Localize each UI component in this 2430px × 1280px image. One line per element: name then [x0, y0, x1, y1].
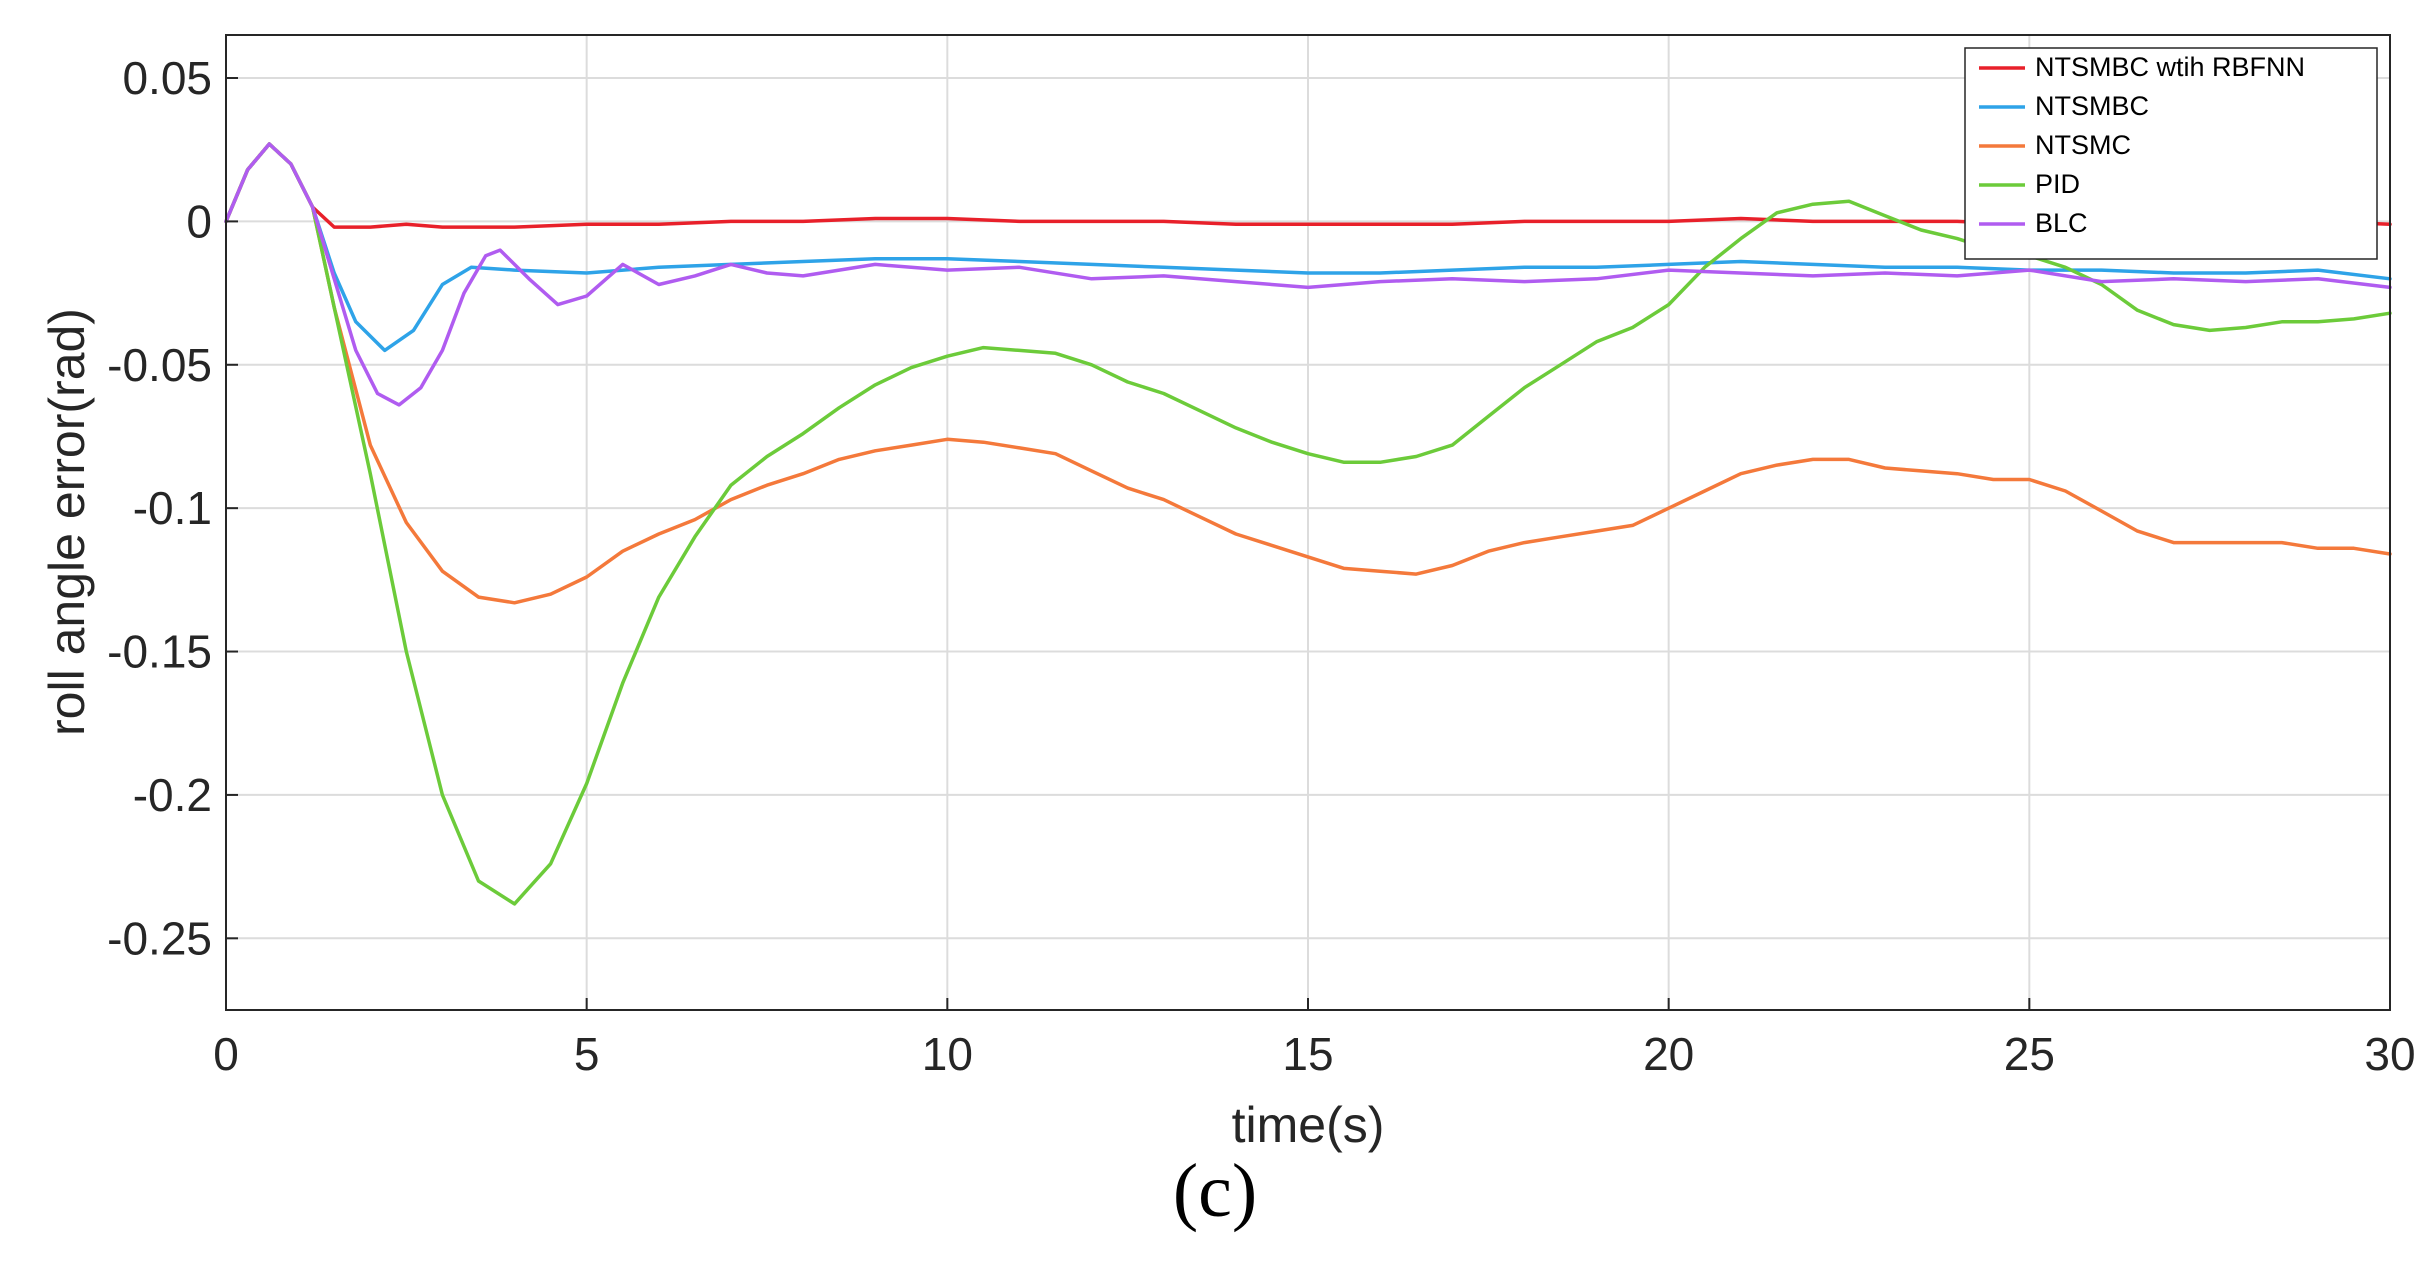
grid-lines — [225, 35, 2391, 1010]
series-layer — [224, 142, 2392, 906]
x-tick-label: 20 — [1643, 1028, 1694, 1080]
x-axis-label: time(s) — [1232, 1097, 1385, 1153]
x-tick-label: 15 — [1282, 1028, 1333, 1080]
y-tick-label: -0.25 — [107, 912, 212, 964]
legend-box — [1964, 47, 2378, 260]
y-tick-label: -0.15 — [107, 626, 212, 678]
y-axis-label: roll angle error(rad) — [39, 308, 95, 736]
legend-entry-label: NTSMBC — [2035, 91, 2149, 121]
x-tick-label: 25 — [2004, 1028, 2055, 1080]
y-tick-label: -0.2 — [133, 769, 212, 821]
x-tick-label: 0 — [213, 1028, 239, 1080]
legend-entry-label: NTSMC — [2035, 130, 2131, 160]
legend-entry-label: NTSMBC wtih RBFNN — [2035, 52, 2305, 82]
legend-entry-label: BLC — [2035, 208, 2088, 238]
legend: NTSMBC wtih RBFNN NTSMBC NTSMC PID BLC — [1964, 47, 2378, 260]
series-line-blc — [224, 142, 2392, 407]
series-line-ntsmbc — [224, 142, 2392, 353]
series-line-ntsmc — [224, 142, 2392, 605]
y-tick-label: -0.1 — [133, 482, 212, 534]
legend-entry-label: PID — [2035, 169, 2080, 199]
x-tick-label: 30 — [2364, 1028, 2415, 1080]
y-tick-label: 0 — [186, 195, 212, 247]
y-tick-label: -0.05 — [107, 339, 212, 391]
y-tick-label: 0.05 — [122, 52, 212, 104]
x-tick-label: 10 — [922, 1028, 973, 1080]
figure-caption: (c) — [1172, 1149, 1258, 1233]
x-tick-label: 5 — [574, 1028, 600, 1080]
axis-ticks: 0 5 10 15 20 25 30 0.05 0 -0.05 -0.1 -0.15 -0.2 -0.25 — [107, 52, 2415, 1080]
